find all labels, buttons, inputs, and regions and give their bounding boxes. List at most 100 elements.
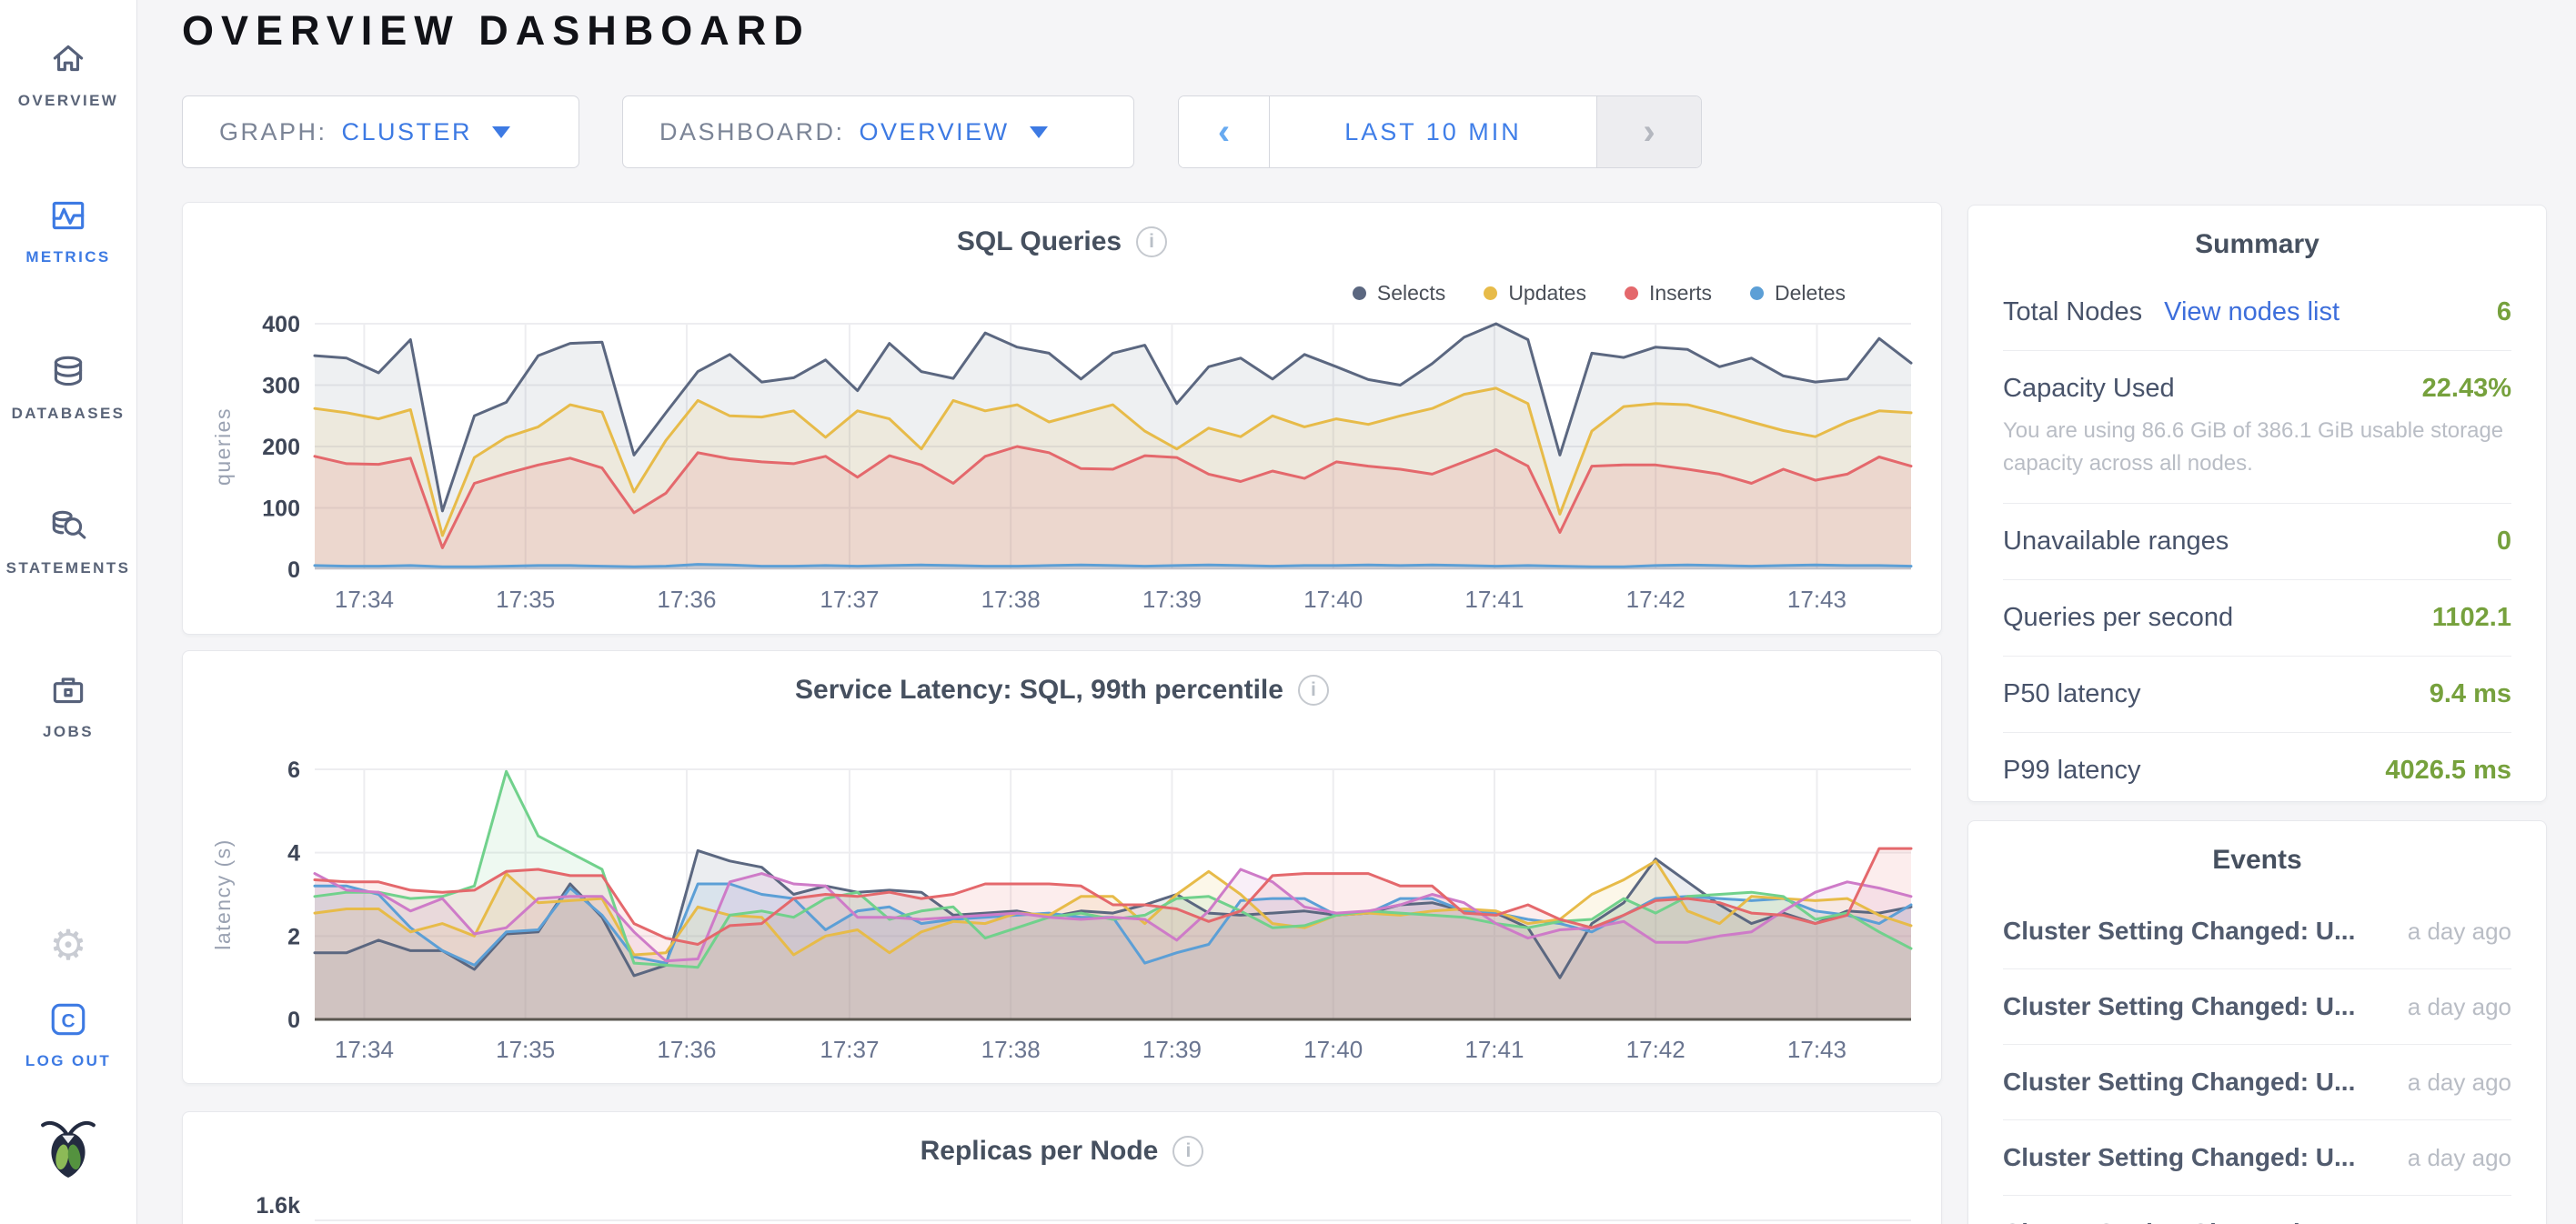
event-title: Cluster Setting Changed: U... — [2003, 992, 2356, 1020]
series-area-selects — [315, 324, 1911, 569]
sidebar-item-label: STATEMENTS — [5, 559, 131, 577]
graph-dropdown[interactable]: GRAPH: CLUSTER — [182, 95, 579, 168]
time-window-prev-button[interactable]: ‹ — [1179, 96, 1270, 167]
capacity-used-subtext: You are using 86.6 GiB of 386.1 GiB usab… — [2003, 418, 2504, 476]
x-tick-label: 17:42 — [1626, 586, 1685, 613]
time-window-next-button[interactable]: › — [1596, 96, 1701, 167]
sidebar-item-databases[interactable]: DATABASES — [0, 351, 136, 423]
y-tick-label: 100 — [262, 497, 300, 522]
summary-value: 6 — [2496, 297, 2511, 326]
series-line-updates — [313, 386, 1913, 537]
series-area-updates — [315, 387, 1911, 569]
summary-value: 9.4 ms — [2429, 679, 2511, 708]
sidebar-item-overview[interactable]: OVERVIEW — [0, 38, 136, 110]
time-window-label[interactable]: LAST 10 MIN — [1344, 117, 1522, 145]
summary-value: 0 — [2496, 527, 2511, 556]
info-icon[interactable]: i — [1136, 226, 1168, 257]
x-tick-label: 17:38 — [981, 586, 1041, 613]
sidebar-item-statements[interactable]: STATEMENTS — [0, 506, 136, 577]
summary-value: 1102.1 — [2431, 603, 2511, 632]
statements-search-icon — [52, 510, 86, 539]
dashboard-dropdown-value: OVERVIEW — [859, 117, 1010, 145]
info-icon[interactable]: i — [1297, 675, 1329, 706]
event-row: Cluster Setting Changed: U... a day ago — [2003, 1120, 2511, 1196]
event-title: Cluster Setting Changed: U... — [2003, 1068, 2356, 1096]
series-area-line-5 — [315, 869, 1911, 1019]
sidebar-item-label: DATABASES — [11, 405, 126, 422]
dashboard-dropdown[interactable]: DASHBOARD: OVERVIEW — [622, 95, 1134, 168]
legend-dot-icon — [1624, 286, 1638, 300]
sql-queries-chart-card: SQL Queries i Selects Updates Inserts Delet… — [182, 202, 1942, 635]
legend-item-selects[interactable]: Selects — [1352, 281, 1446, 306]
chart-title: Replicas per Node — [920, 1136, 1159, 1166]
summary-label: Total Nodes — [2003, 297, 2143, 326]
sidebar-item-metrics[interactable]: METRICS — [0, 195, 136, 266]
series-line-selects — [313, 322, 1913, 513]
y-axis-label: latency (s) — [211, 838, 235, 950]
sql-queries-plot: 0 100 200 300 400 17:34 17:35 17:36 17:37 17:38 17… — [211, 312, 1913, 613]
legend-dot-icon — [1484, 286, 1498, 300]
series-area-line-6 — [315, 848, 1911, 1019]
summary-panel: Summary Total Nodes View nodes list 6 Cap… — [1967, 205, 2547, 802]
legend-label: Updates — [1508, 281, 1586, 305]
event-row: Cluster Setting Changed: U... a day ago — [2003, 969, 2511, 1045]
event-time: a day ago — [2407, 1068, 2511, 1096]
legend-item-updates[interactable]: Updates — [1484, 281, 1586, 306]
series-line-line-3 — [313, 859, 1913, 957]
series-line-line-5 — [313, 868, 1913, 963]
event-row: Cluster Setting Changed: U... a day ago — [2003, 1045, 2511, 1120]
series-line-line-6 — [313, 847, 1913, 946]
database-icon — [54, 356, 83, 386]
y-tick-label: 200 — [262, 435, 300, 460]
chart-title: SQL Queries — [956, 226, 1122, 256]
logout-icon: C — [51, 1003, 86, 1036]
y-tick-label: 400 — [262, 312, 300, 337]
graph-dropdown-label: GRAPH: — [219, 117, 327, 145]
legend-item-inserts[interactable]: Inserts — [1624, 281, 1713, 306]
x-tick-label: 17:34 — [335, 586, 394, 613]
summary-label: Queries per second — [2003, 603, 2234, 632]
summary-row-p99-latency: P99 latency 4026.5 ms — [2003, 733, 2511, 808]
legend-item-deletes[interactable]: Deletes — [1750, 281, 1846, 306]
summary-label: Unavailable ranges — [2003, 527, 2229, 556]
summary-value: 4026.5 ms — [2385, 756, 2511, 785]
series-line-line-1 — [313, 848, 1913, 979]
event-title: Cluster Setting Changed: U... — [2003, 1143, 2356, 1171]
x-tick-label: 17:35 — [496, 1036, 555, 1063]
legend-dot-icon — [1352, 286, 1366, 300]
service-latency-chart-card: Service Latency: SQL, 99th percentile i … — [182, 650, 1942, 1084]
events-title: Events — [2212, 845, 2302, 875]
chevron-right-icon: › — [1643, 111, 1655, 152]
summary-row-unavailable-ranges: Unavailable ranges 0 — [2003, 504, 2511, 580]
view-nodes-list-link[interactable]: View nodes list — [2164, 297, 2340, 326]
y-tick-label: 0 — [287, 557, 300, 583]
sidebar-item-logout[interactable]: C LOG OUT — [0, 998, 136, 1070]
summary-title: Summary — [2195, 229, 2319, 259]
x-tick-label: 17:35 — [496, 586, 555, 613]
y-tick-label: 0 — [287, 1008, 300, 1033]
series-line-line-4 — [313, 769, 1913, 969]
chart-legend: Selects Updates Inserts Deletes — [1352, 281, 1846, 306]
series-line-inserts — [313, 445, 1913, 549]
sidebar-item-label: METRICS — [25, 248, 111, 266]
graph-dropdown-value: CLUSTER — [341, 117, 473, 145]
y-tick-label: 300 — [262, 374, 300, 399]
event-time: a day ago — [2408, 1219, 2511, 1224]
replicas-per-node-plot: 1.6k — [256, 1193, 1911, 1221]
x-tick-label: 17:42 — [1626, 1036, 1685, 1063]
event-row: Cluster Setting Changed: U... a day ago — [2003, 894, 2511, 969]
briefcase-icon — [53, 677, 84, 704]
x-tick-label: 17:43 — [1787, 1036, 1846, 1063]
chevron-down-icon — [1029, 125, 1048, 138]
series-line-deletes — [313, 563, 1913, 568]
legend-label: Deletes — [1775, 281, 1846, 305]
sidebar-item-jobs[interactable]: JOBS — [0, 669, 136, 741]
legend-label: Selects — [1376, 281, 1446, 305]
series-area-inserts — [315, 446, 1911, 569]
sidebar-item-settings[interactable]: ⚙ — [0, 924, 136, 966]
info-icon[interactable]: i — [1172, 1136, 1204, 1167]
legend-label: Inserts — [1648, 281, 1713, 305]
x-tick-label: 17:36 — [657, 1036, 716, 1063]
metrics-chart-icon — [52, 201, 85, 230]
